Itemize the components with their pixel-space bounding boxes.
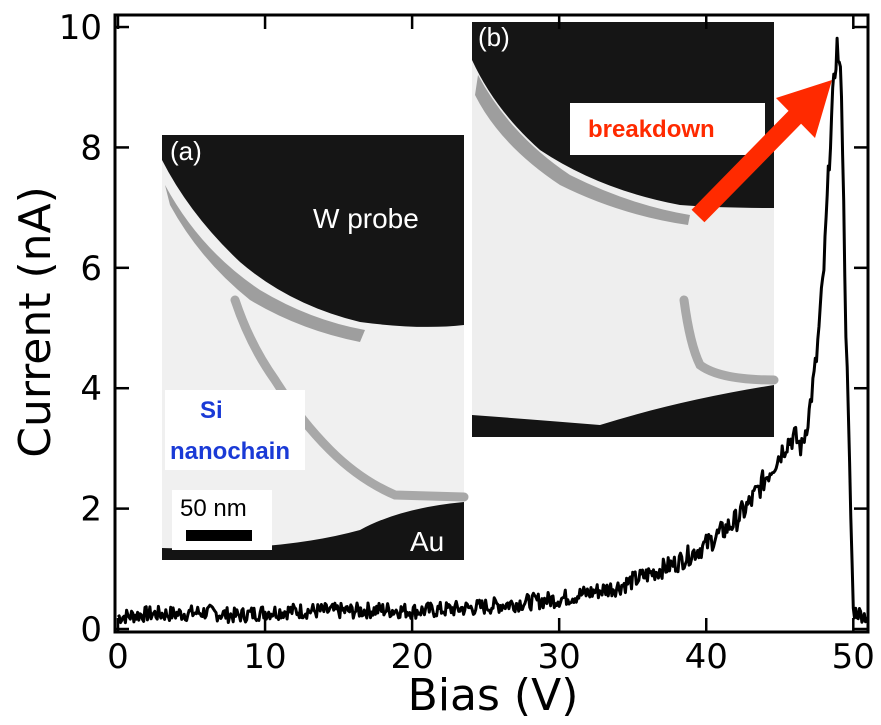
plot-frame [113,13,870,634]
current-trace [116,36,870,625]
panel-label-b: (b) [478,22,510,52]
breakdown-label: breakdown [588,116,715,143]
y-axis-title: Current (nA) [10,186,61,458]
x-axis-title: Bias (V) [408,670,579,721]
si-label-box [165,390,305,470]
probe-rough-edge [165,185,365,342]
w-probe-label: W probe [313,203,419,234]
x-tick-label: 40 [685,637,728,677]
inset-b: (b) breakdown [472,22,779,437]
w-probe-tip [162,135,464,327]
scale-bar-label: 50 nm [180,495,247,522]
si-label: Si [200,397,223,424]
inset-a: (a) W probe Au Si nanochain 50 nm [162,135,469,560]
y-tick-label: 4 [80,369,102,409]
y-tick-label: 10 [59,8,102,48]
x-tick-label: 30 [538,637,581,677]
panel-label-a: (a) [170,136,202,166]
au-electrode-a [162,502,464,560]
y-tick-label: 6 [80,249,102,289]
x-tick-label: 50 [832,637,875,677]
nanochain-label: nanochain [170,438,290,465]
y-tick-label: 8 [80,128,102,168]
x-tick-label: 20 [390,637,433,677]
y-tick-label: 0 [80,610,102,650]
scale-bar [186,530,252,541]
breakdown-arrow [691,80,832,223]
nanochain-b [679,295,779,385]
x-tick-label: 10 [243,637,286,677]
axis-ticks: 0 10 20 30 40 50 0 2 4 6 8 10 [59,8,875,677]
probe-rough-edge-b [475,75,690,225]
breakdown-label-box [570,103,765,155]
x-tick-label: 0 [107,637,129,677]
au-label: Au [410,526,444,557]
y-tick-label: 2 [80,490,102,530]
au-electrode-b [472,385,774,437]
